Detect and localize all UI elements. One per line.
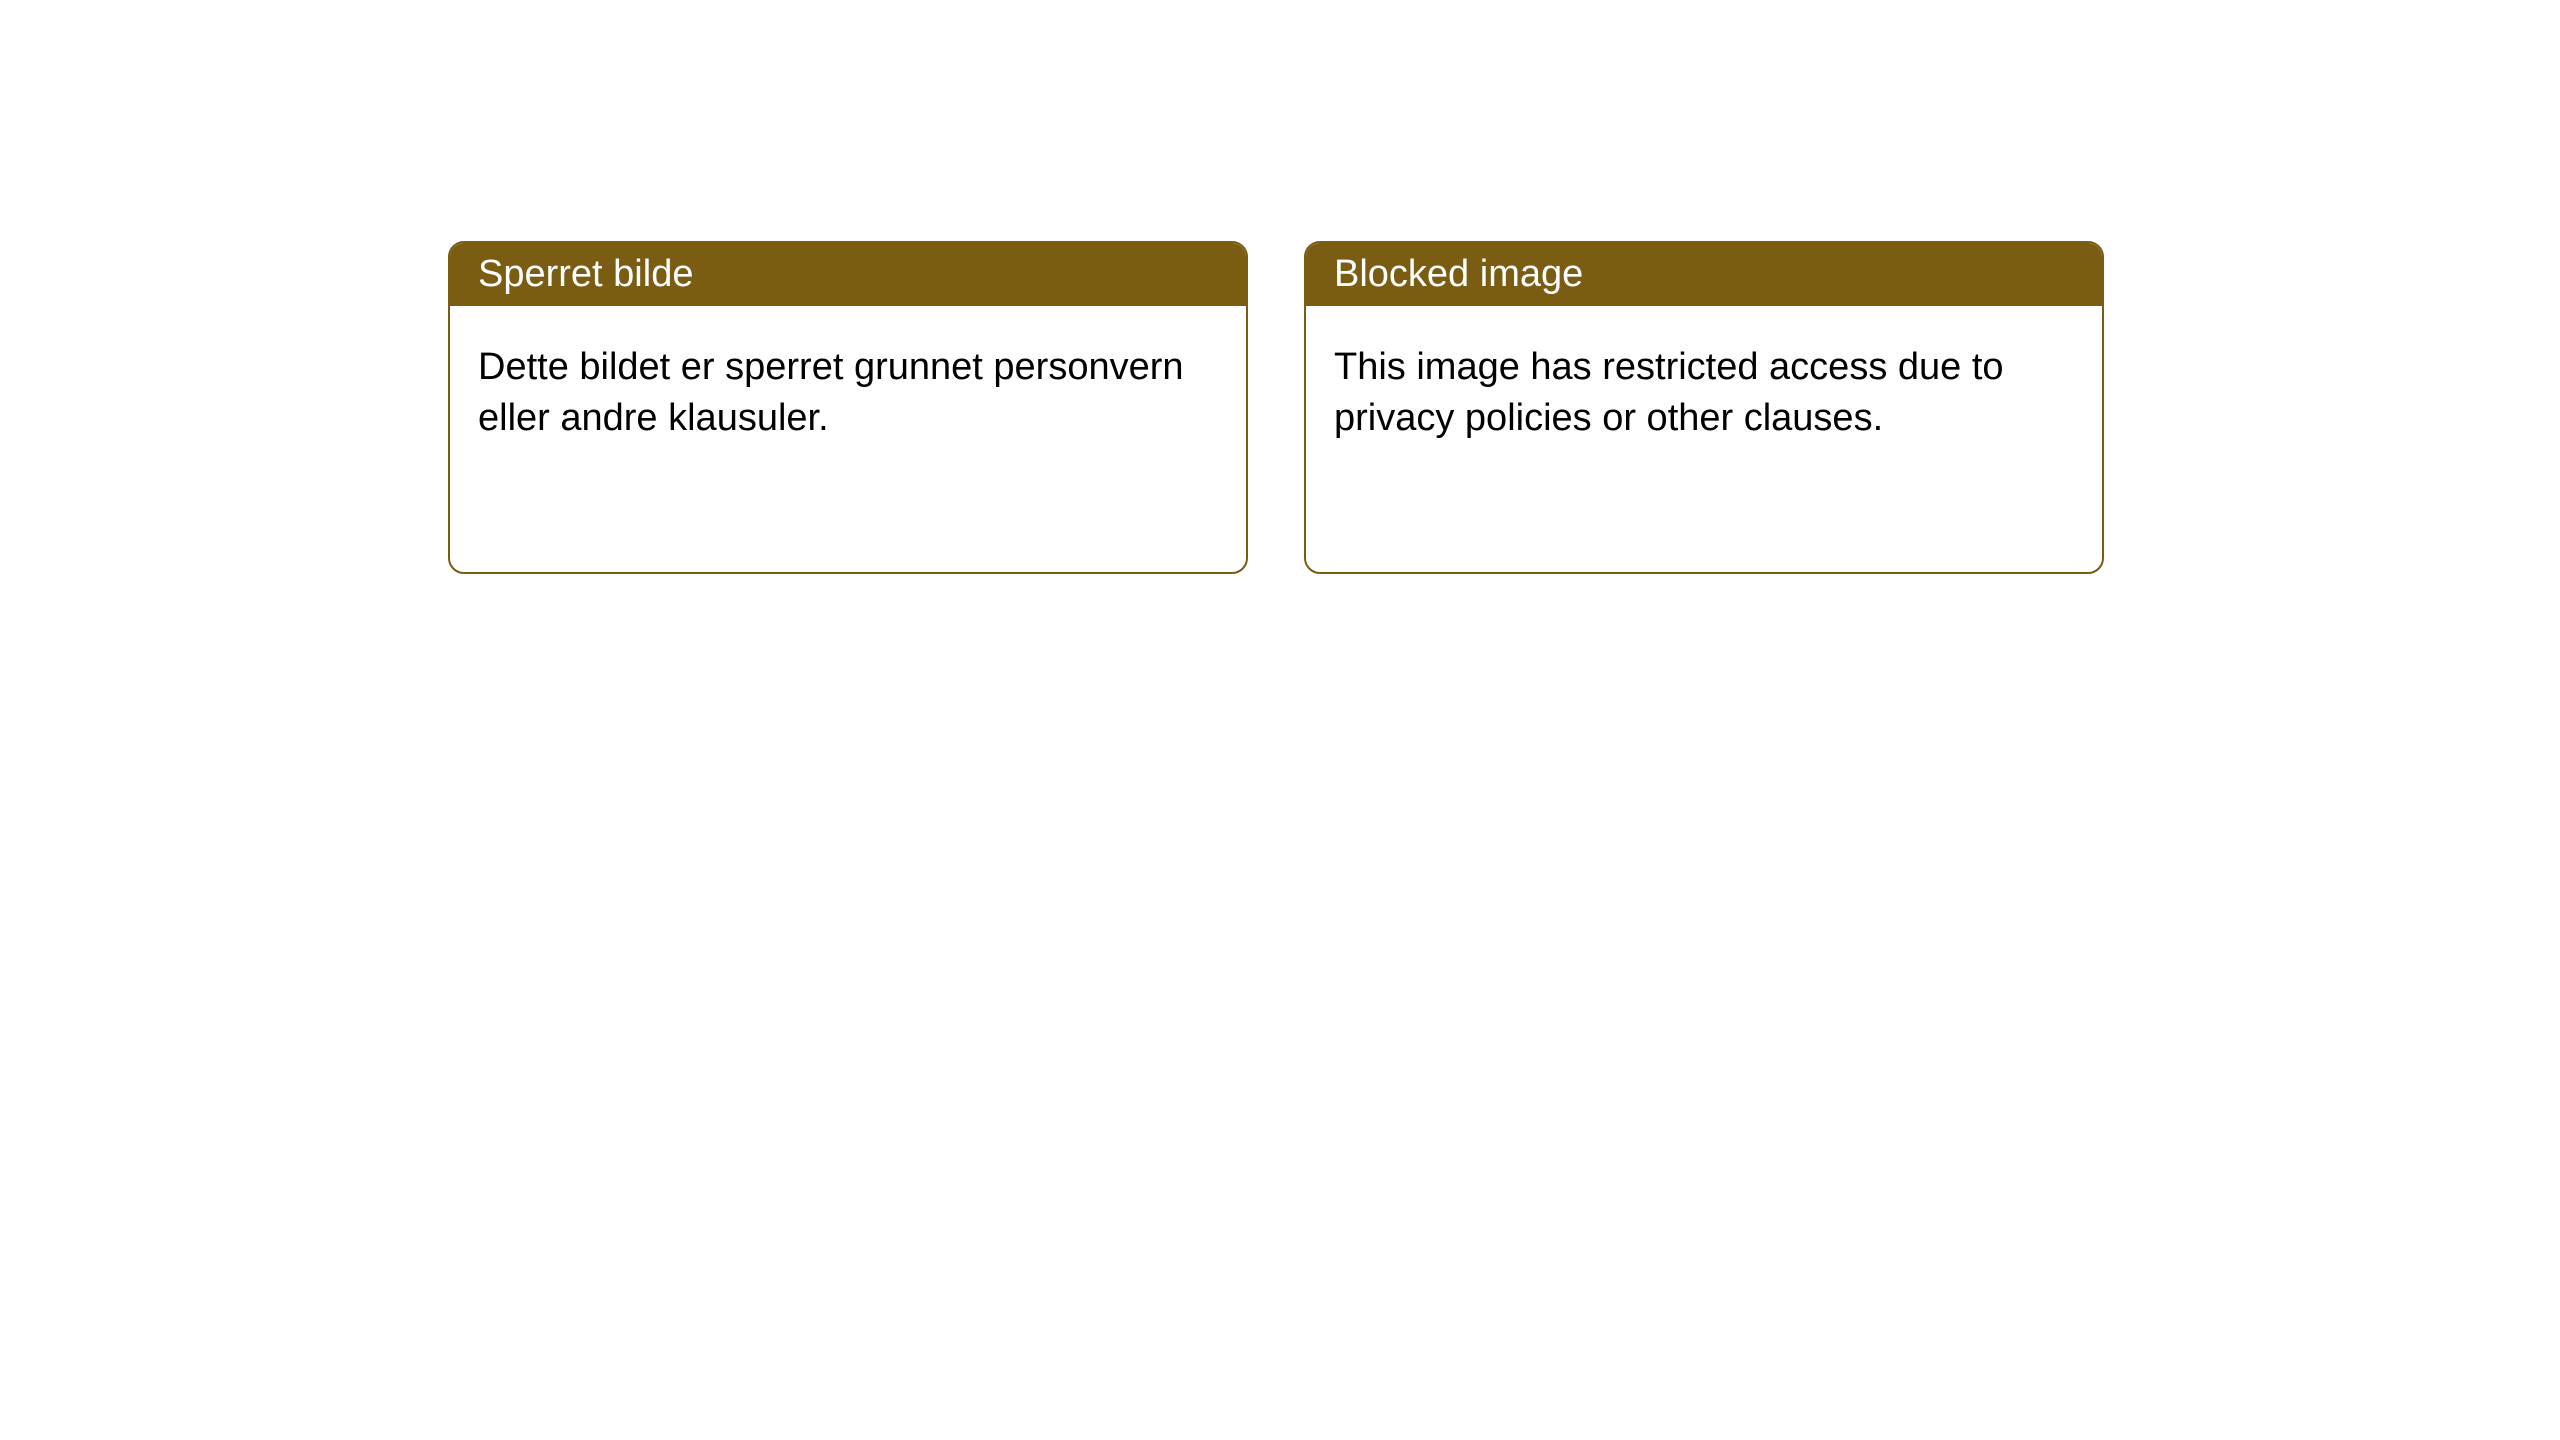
notice-card-title: Blocked image	[1306, 243, 2102, 306]
notice-card-body: Dette bildet er sperret grunnet personve…	[450, 306, 1246, 481]
notice-card-norwegian: Sperret bilde Dette bildet er sperret gr…	[448, 241, 1248, 574]
notice-container: Sperret bilde Dette bildet er sperret gr…	[448, 241, 2560, 574]
notice-card-body: This image has restricted access due to …	[1306, 306, 2102, 481]
notice-card-title: Sperret bilde	[450, 243, 1246, 306]
notice-card-english: Blocked image This image has restricted …	[1304, 241, 2104, 574]
